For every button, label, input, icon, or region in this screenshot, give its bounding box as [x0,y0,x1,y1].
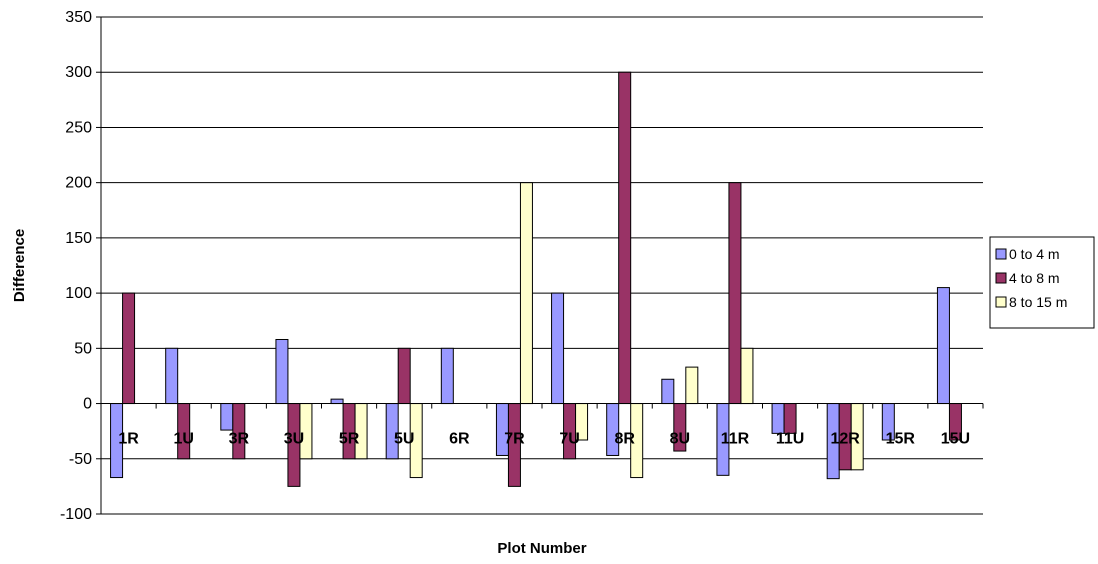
legend-box [989,236,1095,329]
x-category-label: 3U [284,431,304,448]
y-tick-label: 250 [65,119,92,136]
y-tick-labels: -100 -50 0 50 100 150 200 250 300 350 [60,9,92,523]
legend-swatch [995,248,1007,260]
x-category-label: 8U [670,431,690,448]
axes [96,16,984,515]
y-tick-label: 350 [65,9,92,26]
bar-1u-series-1 [165,347,179,405]
y-tick-label: 200 [65,175,92,192]
y-axis-title: Difference [11,229,28,302]
y-tick-label: 50 [74,340,92,357]
bar-7r-series-3 [519,182,533,405]
bar-5r-series-1 [330,398,344,405]
y-tick-label: 300 [65,64,92,81]
legend: 0 to 4 m 4 to 8 m 8 to 15 m [989,236,1095,329]
legend-label: 8 to 15 m [1009,294,1067,310]
legend-label: 0 to 4 m [1009,246,1060,262]
x-category-label: 3R [229,431,250,448]
bar-3r-series-1 [220,403,234,431]
x-category-label: 15R [886,431,916,448]
bar-8r-series-2 [618,71,632,405]
y-tick-label: -50 [69,451,92,468]
legend-swatch [995,272,1007,284]
bar-11r-series-2 [728,182,742,405]
bar-8u-series-3 [685,366,699,405]
bar-7u-series-1 [551,292,565,405]
bar-15u-series-1 [936,287,950,405]
bar-5u-series-2 [397,347,411,405]
legend-swatch [995,296,1007,308]
y-tick-label: -100 [60,506,92,523]
bar-6r-series-1 [440,347,454,405]
x-category-label: 15U [941,431,970,448]
bar-11u-series-1 [771,403,785,434]
x-category-label: 11U [776,431,804,448]
bar-8r-series-1 [606,403,620,456]
bar-11r-series-3 [740,347,754,405]
x-category-label: 6R [449,431,470,448]
bar-1r-series-2 [122,292,136,405]
x-category-label: 1R [118,431,139,448]
y-tick-label: 0 [83,396,92,413]
x-category-label: 1U [173,431,193,448]
x-category-label: 8R [614,431,635,448]
x-category-label: 5R [339,431,360,448]
x-category-label: 7R [504,431,525,448]
category-labels: 1R 1U 3R 3U 5R 5U 6R 7R 7U 8R 8U 11R 11U 12R 15R 15U [118,431,970,448]
x-axis-title: Plot Number [497,540,586,557]
bars [110,71,962,487]
legend-label: 4 to 8 m [1009,270,1060,286]
bar-7r-series-1 [495,403,509,456]
bar-8u-series-1 [661,378,675,405]
bar-11u-series-2 [783,403,797,434]
x-category-label: 5U [394,431,414,448]
y-tick-label: 150 [65,230,92,247]
x-category-label: 7U [559,431,579,448]
x-category-label: 12R [831,431,861,448]
bar-3u-series-1 [275,338,289,405]
y-tick-label: 100 [65,285,92,302]
x-category-label: 11R [721,431,750,448]
